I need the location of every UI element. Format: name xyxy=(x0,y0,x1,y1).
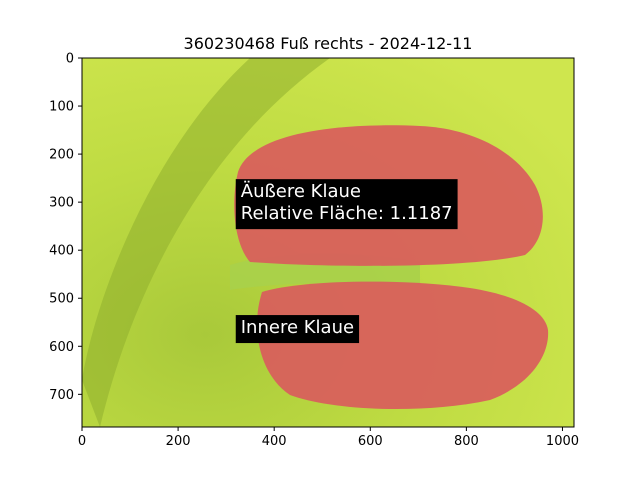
y-tick-label: 0 xyxy=(66,52,74,67)
inner-claw-region xyxy=(257,281,549,410)
y-axis: 0 100 200 300 400 500 600 700 xyxy=(49,52,82,403)
axes-frame xyxy=(81,57,575,428)
y-tick-label: 400 xyxy=(49,244,74,259)
y-tick-label: 600 xyxy=(49,340,74,355)
y-tick-label: 200 xyxy=(49,148,74,163)
annotation-background xyxy=(235,179,458,230)
plot-area xyxy=(82,58,574,427)
shadow-band xyxy=(82,58,330,427)
y-tick-label: 500 xyxy=(49,292,74,307)
x-tick-label: 800 xyxy=(454,434,479,449)
y-tick-label: 700 xyxy=(49,388,74,403)
y-tick-label: 300 xyxy=(49,196,74,211)
x-tick-label: 200 xyxy=(166,434,191,449)
x-tick-label: 0 xyxy=(78,434,86,449)
x-axis: 0 200 400 600 800 1000 xyxy=(78,427,579,449)
annotation-box: Innere Klaue xyxy=(235,315,360,344)
x-tick-label: 1000 xyxy=(546,434,579,449)
x-tick-label: 400 xyxy=(262,434,287,449)
x-tick-label: 600 xyxy=(358,434,383,449)
annotation-text: Relative Fläche: 1.1187 xyxy=(241,203,453,224)
annotation-background xyxy=(235,315,360,344)
annotation-text: Innere Klaue xyxy=(241,317,354,338)
annotation-text: Äußere Klaue xyxy=(241,181,361,202)
chart-title: 360230468 Fuß rechts - 2024-12-11 xyxy=(184,34,473,53)
y-tick-label: 100 xyxy=(49,100,74,115)
